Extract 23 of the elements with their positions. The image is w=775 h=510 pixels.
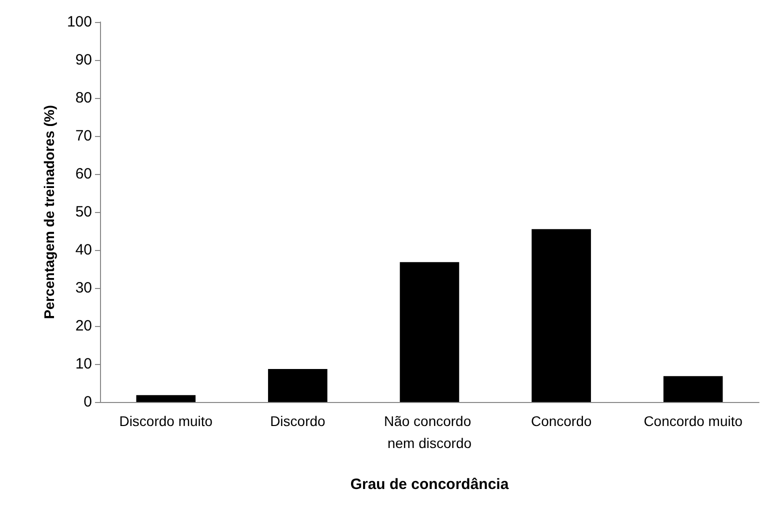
x-axis-title: Grau de concordância: [350, 476, 510, 493]
bar: [400, 262, 460, 402]
y-tick-label: 50: [75, 204, 92, 220]
bar: [532, 229, 591, 402]
x-tick-label: Não concordo nem discordo: [384, 413, 476, 451]
y-tick-label: 20: [75, 318, 92, 334]
y-tick-label: 40: [75, 242, 92, 258]
y-tick-label: 0: [84, 394, 92, 410]
y-tick-label: 100: [66, 14, 92, 30]
y-axis-title: Percentagem de treinadores (%): [41, 105, 58, 319]
y-tick-label: 60: [75, 166, 92, 182]
x-tick-label: Concordo: [530, 413, 592, 429]
y-tick-label: 80: [75, 90, 92, 106]
y-tick-label: 90: [75, 52, 92, 68]
bar: [136, 395, 196, 402]
y-tick-label: 70: [75, 128, 92, 144]
bar: [663, 376, 723, 402]
bar: [268, 368, 328, 402]
x-tick-label: Discordo muito: [119, 413, 213, 429]
x-tick-label: Concordo muito: [644, 413, 743, 429]
y-tick-label: 30: [75, 280, 92, 296]
x-tick-label: Discordo: [270, 413, 326, 429]
y-tick-label: 10: [75, 356, 92, 372]
